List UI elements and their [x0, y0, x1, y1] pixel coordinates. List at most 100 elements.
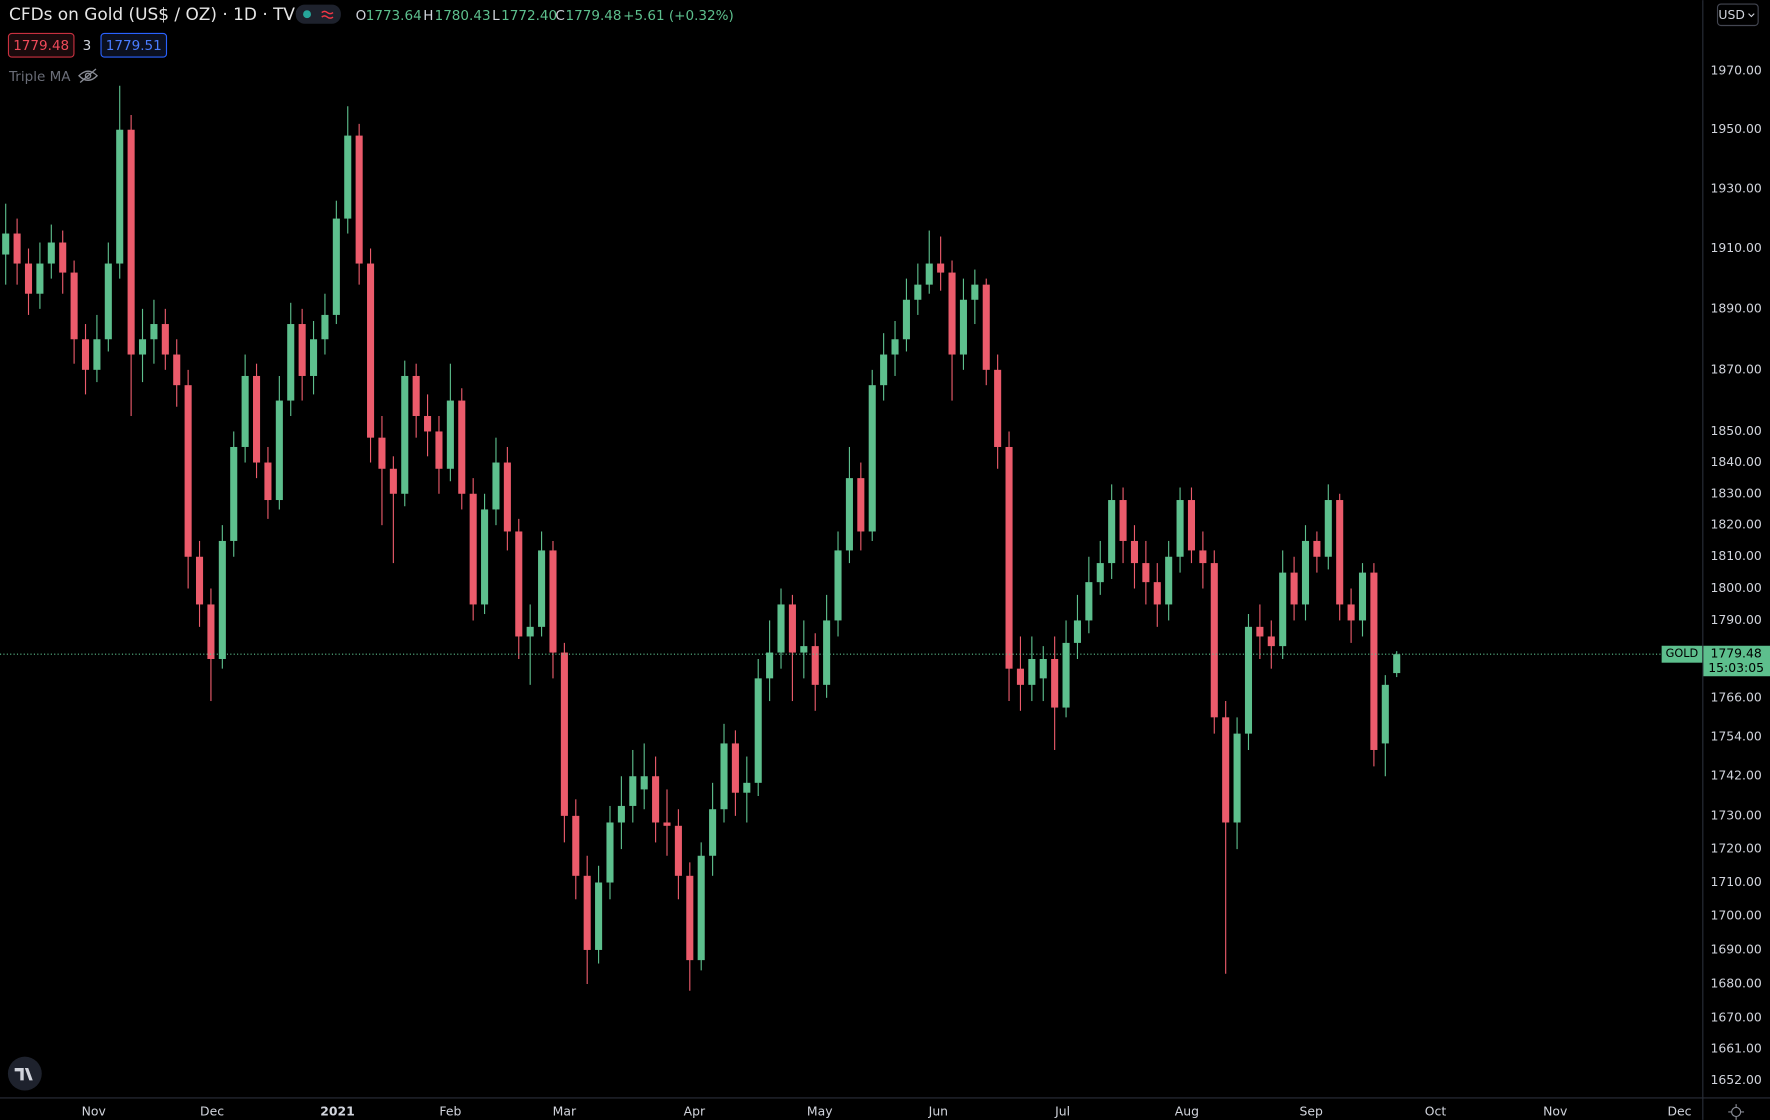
- candle-body: [503, 462, 511, 532]
- bid-price[interactable]: 1779.48: [13, 38, 69, 54]
- x-tick-label: Apr: [684, 1103, 706, 1118]
- candle-body: [1210, 563, 1218, 718]
- candle-body: [1256, 626, 1264, 637]
- hide-indicator-icon[interactable]: [78, 68, 99, 84]
- candle-body: [1381, 684, 1389, 744]
- candle-body: [184, 385, 192, 557]
- x-tick-label: Nov: [82, 1103, 106, 1118]
- candle-body: [1130, 540, 1139, 564]
- x-tick-label: May: [807, 1103, 833, 1118]
- y-tick-label: 1766.00: [1710, 689, 1761, 704]
- candle-body: [583, 875, 591, 950]
- candle-body: [617, 805, 625, 823]
- candle-body: [195, 556, 204, 605]
- candle-body: [1347, 604, 1355, 621]
- candle-body: [2, 233, 10, 255]
- candle-body: [720, 743, 728, 810]
- symbol-title[interactable]: CFDs on Gold (US$ / OZ) · 1D · TVC: [9, 4, 307, 24]
- candle-body: [458, 400, 466, 494]
- candle-body: [1119, 500, 1127, 541]
- candle-body: [674, 825, 682, 876]
- ohlc-key: H: [423, 8, 433, 24]
- candle-body: [640, 776, 648, 790]
- candle-body: [526, 626, 534, 637]
- sell-button[interactable]: [7, 32, 75, 58]
- price-change: +5.61 (+0.32%): [623, 8, 734, 24]
- candle-body: [47, 242, 55, 264]
- candle-body: [1039, 658, 1047, 679]
- candle-body: [1016, 668, 1024, 685]
- y-tick-label: 1970.00: [1710, 63, 1761, 78]
- y-tick-label: 1930.00: [1710, 180, 1761, 195]
- ohlc-key: O: [356, 8, 367, 24]
- candle-body: [902, 299, 910, 340]
- candle-body: [1301, 540, 1310, 605]
- indicator-name[interactable]: Triple MA: [8, 69, 71, 85]
- candle-body: [70, 272, 78, 340]
- candle-body: [560, 652, 568, 816]
- candle-body: [1336, 500, 1344, 605]
- candle-body: [595, 882, 603, 950]
- candle-body: [469, 493, 477, 605]
- candle-body: [1199, 550, 1207, 564]
- settings-icon[interactable]: [1728, 1104, 1745, 1120]
- candle-body: [230, 446, 238, 541]
- candle-body: [81, 339, 90, 370]
- candle-body: [891, 339, 899, 355]
- bar-countdown: 15:03:05: [1708, 660, 1764, 675]
- candle-body: [994, 369, 1002, 447]
- y-tick-label: 1790.00: [1710, 612, 1761, 627]
- ohlc-key: C: [555, 8, 564, 24]
- candle-body: [629, 776, 637, 806]
- last-price-tag: [1703, 645, 1770, 677]
- candle-body: [1142, 563, 1150, 583]
- x-tick-label: Mar: [553, 1103, 577, 1118]
- candle-body: [800, 646, 808, 653]
- candle-body: [572, 815, 580, 876]
- candle-body: [481, 509, 489, 605]
- y-tick-label: 1754.00: [1710, 728, 1761, 743]
- candle-body: [1279, 572, 1287, 647]
- candle-body: [1085, 582, 1093, 621]
- ask-price[interactable]: 1779.51: [106, 38, 162, 54]
- symbol-tag: [1661, 645, 1703, 663]
- candle-body: [777, 604, 785, 653]
- candle-body: [287, 324, 295, 401]
- tradingview-logo[interactable]: [7, 1056, 42, 1091]
- x-tick-label: Jul: [1054, 1103, 1070, 1118]
- candle-body: [1290, 572, 1298, 605]
- y-tick-label: 1700.00: [1710, 908, 1761, 923]
- candle-body: [686, 875, 694, 961]
- x-tick-label: Jun: [928, 1103, 948, 1118]
- candle-body: [24, 263, 33, 294]
- candle-body: [93, 339, 101, 370]
- x-tick-label: Dec: [1667, 1103, 1691, 1118]
- candle-body: [1222, 717, 1230, 823]
- dropdown-arrow: [1748, 13, 1755, 18]
- candle-body: [355, 135, 363, 264]
- x-tick-label: Aug: [1175, 1103, 1199, 1118]
- status-badge: [295, 4, 341, 24]
- x-tick-label: Nov: [1543, 1103, 1567, 1118]
- candle-body: [1005, 446, 1013, 669]
- candle-body: [948, 272, 956, 355]
- candle-body: [857, 478, 865, 532]
- currency-label[interactable]: USD: [1718, 7, 1745, 22]
- y-tick-label: 1720.00: [1710, 841, 1761, 856]
- candle-body: [982, 284, 990, 370]
- buy-button[interactable]: [100, 32, 168, 58]
- currency-dropdown[interactable]: [1716, 3, 1759, 27]
- candle-body: [937, 263, 945, 273]
- candle-body: [401, 375, 409, 494]
- x-tick-label: Feb: [439, 1103, 461, 1118]
- candle-body: [1165, 556, 1173, 605]
- y-tick-label: 1830.00: [1710, 485, 1761, 500]
- candle-body: [1393, 654, 1401, 674]
- candles: [0, 85, 1662, 991]
- candle-body: [13, 233, 21, 264]
- symbol-tag-label: GOLD: [1666, 647, 1699, 660]
- candle-body: [298, 324, 306, 376]
- candle-body: [207, 604, 215, 659]
